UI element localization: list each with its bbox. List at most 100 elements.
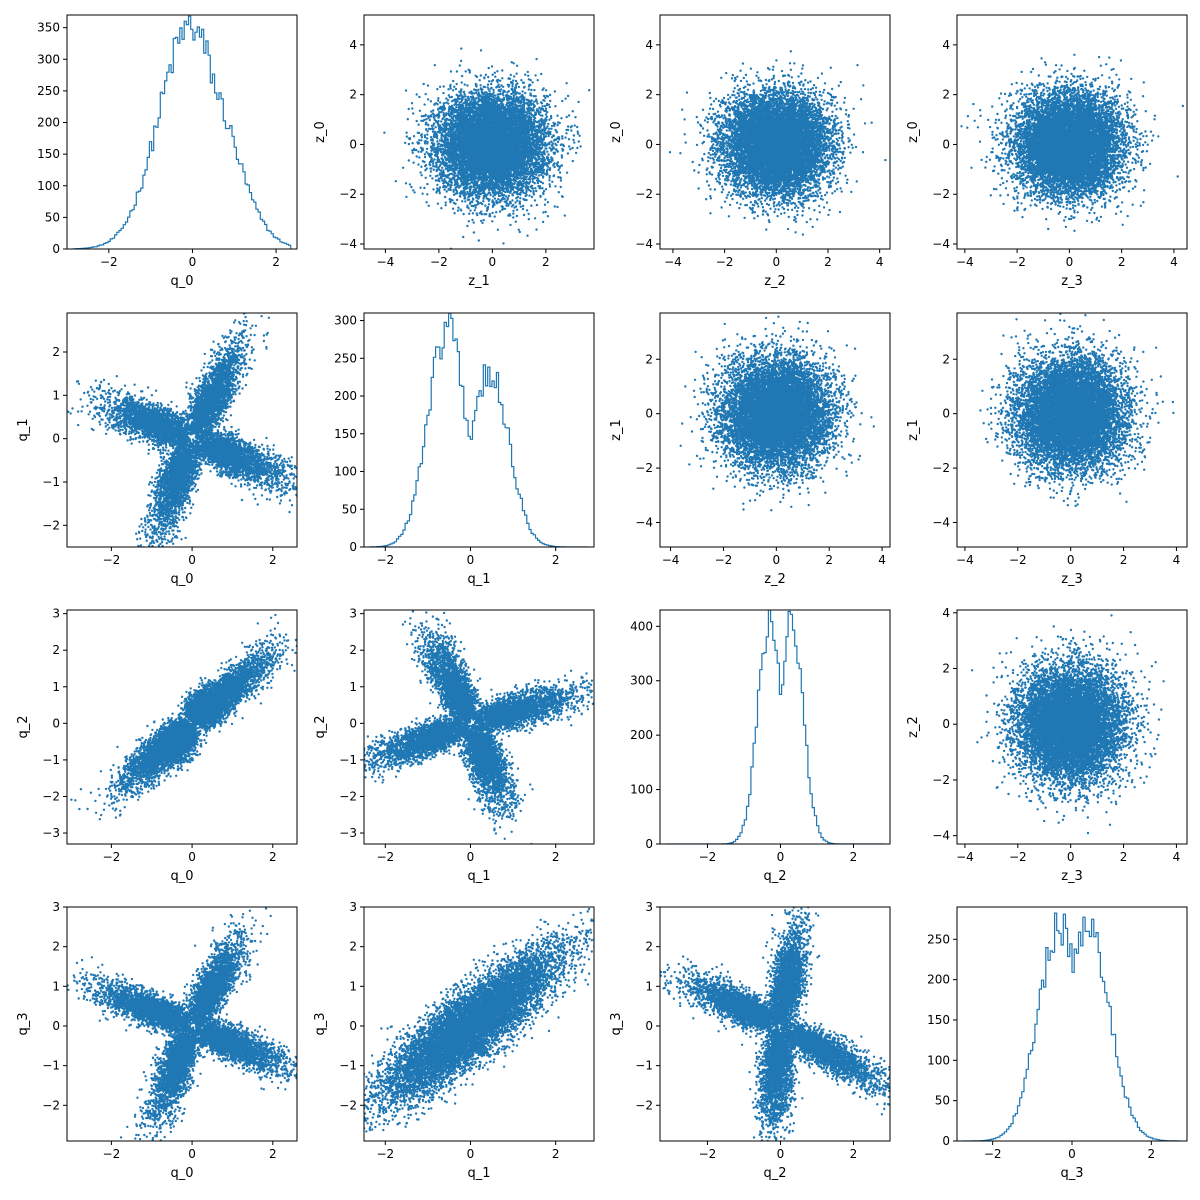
panel-r1-c3-x-tick-label: 0 [1067, 553, 1075, 567]
panel-r1-c3-x-axis-label: z_3 [1061, 572, 1083, 587]
panel-r1-c1-x-axis-label: q_1 [467, 572, 490, 587]
panel-r3-c2-plot-area [660, 907, 890, 1141]
panel-r0-c3-x-tick-label: 2 [1118, 255, 1126, 269]
panel-r0-c3-x-axis-label: z_3 [1061, 274, 1083, 289]
panel-r3-c2-axes-frame [659, 906, 891, 1142]
panel-r0-c2-plot-area [668, 50, 887, 236]
panel-r1-c0-axes-frame [66, 312, 298, 548]
panel-r3-c1-x-tick-label: 0 [467, 1147, 475, 1161]
panel-r0-c2-y-tick-label: −4 [635, 237, 653, 251]
panel-r2-c2-y-tick-label: 300 [630, 674, 653, 688]
panel-r0-c2: −4 −2 0 2 4 −4 −2 0 2 4 z_2 z_0 [609, 14, 891, 289]
panel-r2-c0-y-tick-label: 0 [52, 716, 60, 730]
panel-r0-c3-x-tick-label: 0 [1066, 255, 1074, 269]
panel-r1-c2-plot-area [679, 315, 875, 512]
panel-r0-c0-x-tick-label: −2 [100, 255, 118, 269]
panel-r0-c2-x-tick-label: −2 [716, 255, 734, 269]
panel-r0-c2-x-axis-label: z_2 [764, 274, 786, 289]
panel-r0-c2-axes-frame [659, 14, 891, 250]
panel-r2-c0-y-tick-label: −3 [42, 826, 60, 840]
panel-r3-c2: −2 0 2 −2 −1 0 1 2 3 q_2 q_3 [609, 900, 891, 1181]
panel-r2-c0-axes-frame [66, 609, 298, 845]
panel-r1-c1-x-tick-label: −2 [376, 553, 394, 567]
panel-r1-c2-y-tick-label: −2 [635, 461, 653, 475]
panel-r3-c2-x-axis-label: q_2 [763, 1166, 786, 1181]
panel-r3-c0-x-tick-label: −2 [103, 1147, 121, 1161]
panel-r1-c0: −2 0 2 −2 −1 0 1 2 q_0 q_1 [16, 312, 298, 587]
panel-r1-c2-y-tick-label: −4 [635, 516, 653, 530]
panel-r3-c0: −2 0 2 −2 −1 0 1 2 3 q_0 q_3 [16, 900, 298, 1181]
panel-r2-c0-y-tick-label: 1 [52, 680, 60, 694]
panel-r2-c0-y-tick-label: −2 [42, 789, 60, 803]
panel-r2-c1-y-tick-label: −1 [339, 753, 357, 767]
panel-r3-c1-x-tick-label: −2 [376, 1147, 394, 1161]
panel-r2-c3-y-axis-label: z_2 [906, 716, 921, 738]
panel-r2-c2-y-tick-label: 200 [630, 728, 653, 742]
panel-r2-c1-y-tick-label: 0 [349, 716, 357, 730]
panel-r3-c0-y-tick-label: −1 [42, 1059, 60, 1073]
panel-r0-c2-x-tick-label: 2 [824, 255, 832, 269]
panel-r0-c3-y-tick-label: 4 [942, 38, 950, 52]
panel-r2-c3-y-tick-label: 4 [942, 606, 950, 620]
panel-r1-c2-scatter-points [679, 315, 875, 512]
panel-r1-c0-x-axis-label: q_0 [170, 572, 193, 587]
panel-r2-c1-y-tick-label: −3 [339, 826, 357, 840]
panel-r3-c1-scatter-points [364, 907, 594, 1141]
panel-r1-c1-plot-area [369, 313, 588, 547]
panel-r3-c2-y-tick-label: 0 [645, 1019, 653, 1033]
panel-r1-c3-y-tick-label: 2 [942, 352, 950, 366]
panel-r3-c0-x-axis-label: q_0 [170, 1166, 193, 1181]
panel-r1-c2-x-tick-label: 0 [773, 553, 781, 567]
panel-r1-c1-histogram-step [369, 313, 588, 547]
panel-r0-c1-y-tick-label: 0 [349, 137, 357, 151]
panel-r0-c0-plot-area [72, 15, 292, 249]
panel-r1-c2-x-tick-label: 2 [825, 553, 833, 567]
panel-r2-c0-y-tick-label: 3 [52, 607, 60, 621]
panel-r1-c0-y-axis-label: q_1 [16, 418, 31, 441]
panel-r0-c1-x-tick-label: −2 [430, 255, 448, 269]
panel-r1-c1-y-tick-label: 150 [334, 427, 357, 441]
panel-r2-c3-y-tick-label: 0 [942, 717, 950, 731]
panel-r1-c1-y-tick-label: 0 [349, 540, 357, 554]
panel-r1-c1-y-tick-label: 100 [334, 465, 357, 479]
panel-r0-c1-x-axis-label: z_1 [468, 274, 490, 289]
panel-r3-c0-y-axis-label: q_3 [16, 1012, 31, 1035]
panel-r2-c3-x-axis-label: z_3 [1061, 869, 1083, 884]
panel-r3-c1-y-axis-label: q_3 [313, 1012, 328, 1035]
panel-r3-c0-x-tick-label: 0 [188, 1147, 196, 1161]
panel-r3-c3: −2 0 2 0 50 100 150 200 250 q_3 [927, 906, 1188, 1181]
panel-r2-c3-scatter-points [970, 614, 1165, 835]
panel-r0-c3-scatter-points [960, 53, 1185, 232]
panel-r3-c3-y-tick-label: 250 [927, 932, 950, 946]
panel-r3-c3-plot-area [962, 912, 1182, 1141]
panel-r2-c2-axes-frame [659, 609, 891, 845]
panel-r0-c2-scatter-points [668, 50, 887, 236]
panel-r3-c0-y-tick-label: 3 [52, 900, 60, 914]
panel-r3-c0-y-tick-label: 2 [52, 940, 60, 954]
panel-r3-c1-y-tick-label: −1 [339, 1059, 357, 1073]
panel-r2-c1-x-axis-label: q_1 [467, 869, 490, 884]
panel-r1-c1-y-tick-label: 50 [342, 502, 357, 516]
panel-r0-c1-scatter-points [383, 47, 591, 249]
panel-r2-c2-x-axis-label: q_2 [763, 869, 786, 884]
panel-r3-c1-x-tick-label: 2 [552, 1147, 560, 1161]
panel-r3-c1-y-tick-label: 1 [349, 979, 357, 993]
panel-r1-c0-x-tick-label: −2 [103, 553, 121, 567]
panel-r2-c0-x-axis-label: q_0 [170, 869, 193, 884]
panel-r0-c1-y-tick-label: −2 [339, 187, 357, 201]
panel-r1-c2-y-tick-label: 2 [645, 352, 653, 366]
panel-r2-c3-x-tick-label: 0 [1067, 850, 1075, 864]
panel-r1-c3-scatter-points [979, 313, 1175, 508]
panel-r3-c1-x-axis-label: q_1 [467, 1166, 490, 1181]
panel-r0-c2-x-tick-label: −4 [664, 255, 682, 269]
panel-r1-c0-y-tick-label: −1 [42, 475, 60, 489]
panel-r1-c0-x-tick-label: 2 [269, 553, 277, 567]
panel-r0-c2-y-tick-label: −2 [635, 187, 653, 201]
panel-r1-c1-x-tick-label: 2 [552, 553, 560, 567]
panel-r3-c0-axes-frame [66, 906, 298, 1142]
panel-r1-c3-y-axis-label: z_1 [906, 419, 921, 441]
panel-r0-c3-y-tick-label: −4 [932, 237, 950, 251]
panel-r3-c1-y-tick-label: 0 [349, 1019, 357, 1033]
panel-r3-c0-x-tick-label: 2 [269, 1147, 277, 1161]
panel-r2-c3-y-tick-label: −4 [932, 829, 950, 843]
